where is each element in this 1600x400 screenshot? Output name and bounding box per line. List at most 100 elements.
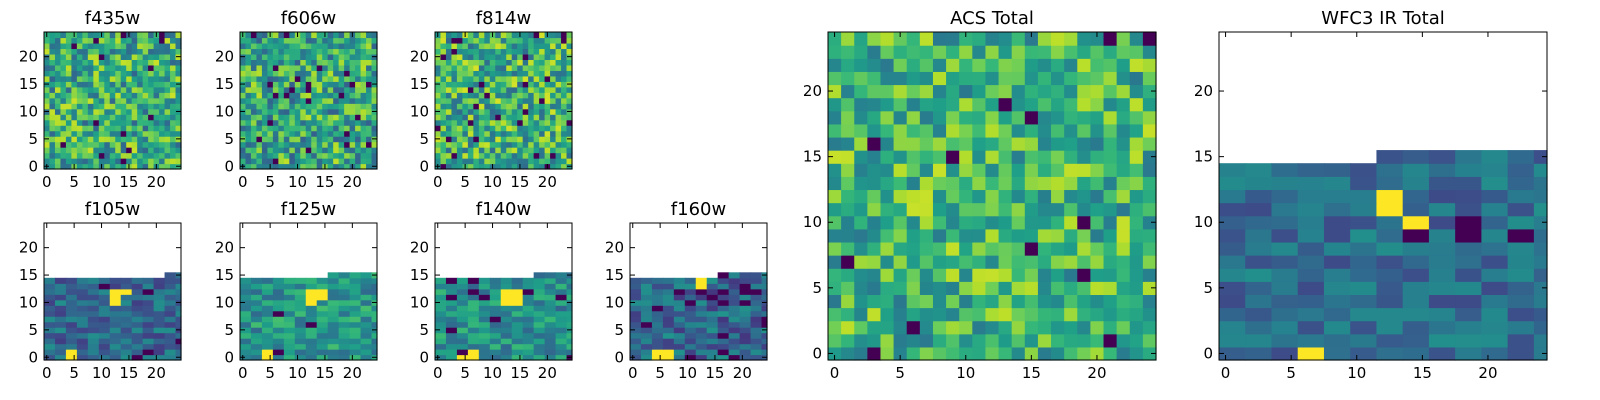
pixel [932,294,947,309]
pixel [550,48,557,55]
pixel [371,310,378,317]
pixel [555,125,562,132]
pixel [651,343,664,350]
pixel [261,299,274,306]
pixel [175,37,182,44]
pixel [544,70,551,77]
pixel [159,48,166,55]
pixel [517,103,524,110]
pixel [283,338,296,345]
pixel [327,75,334,82]
pixel [283,64,290,71]
pixel [435,321,447,328]
pixel [289,130,296,137]
pixel [250,349,263,356]
pixel [717,332,730,339]
pixel [120,75,127,82]
pixel [1116,215,1131,230]
pixel [142,294,155,301]
pixel [316,92,323,99]
pixel [867,268,882,282]
pixel [344,114,351,121]
pixel [1011,294,1026,309]
pixel [478,152,485,159]
pixel [1064,84,1078,99]
pixel [278,147,285,154]
pixel [142,305,155,312]
pixel [1350,281,1378,295]
pixel [1116,71,1131,86]
pixel [998,294,1013,309]
pixel [651,310,664,317]
pixel [841,97,855,112]
pixel [522,103,529,110]
pixel [906,84,921,99]
pixel [550,37,557,44]
pixel [54,321,67,328]
pixel [440,97,447,104]
pixel [300,92,307,99]
pixel [522,42,529,50]
pixel [640,305,653,312]
pixel [478,37,485,44]
pixel [1051,123,1065,138]
pixel [517,114,524,121]
pixel [371,152,378,159]
pixel [71,37,78,44]
pixel [1323,268,1351,282]
pixel [109,332,122,339]
pixel [87,125,94,132]
pixel [451,103,458,110]
pixel [555,163,562,170]
pixel [87,37,94,44]
pixel [142,37,149,44]
pixel [544,92,551,99]
pixel [300,48,307,55]
pixel [283,86,290,93]
pixel [451,92,458,99]
pixel [250,343,263,350]
pixel [49,48,56,55]
pixel [338,32,345,39]
pixel [115,92,122,99]
pixel [998,110,1013,125]
pixel [561,48,568,55]
pixel [445,349,458,356]
pixel [959,268,973,282]
pixel [435,283,447,290]
pixel [959,71,973,86]
pixel [44,327,56,334]
pixel [1103,294,1118,309]
pixel [500,108,507,115]
axes-frame [239,222,378,361]
pixel [109,59,116,66]
pixel [511,103,518,110]
pixel [932,346,947,361]
pixel [261,338,274,345]
pixel [484,97,491,104]
pixel [985,176,1000,191]
pixel [684,310,697,317]
pixel [451,32,458,39]
pixel [456,48,463,55]
pixel [104,37,111,44]
pixel [440,147,447,154]
pixel [880,58,895,72]
pixel [919,255,934,269]
pixel [305,163,312,170]
pixel [175,277,182,284]
pixel [511,327,524,334]
y-tick-label: 10 [215,293,234,311]
pixel [98,70,105,77]
pixel [272,288,285,295]
pixel [555,338,568,345]
y-tick-label: 15 [410,266,429,284]
pixel [322,147,329,154]
pixel [371,288,378,295]
pixel [522,310,535,317]
pixel [985,241,1000,256]
pixel [445,92,453,99]
pixel [998,307,1013,322]
pixel [1142,84,1157,99]
x-tick-label: 10 [678,364,697,382]
